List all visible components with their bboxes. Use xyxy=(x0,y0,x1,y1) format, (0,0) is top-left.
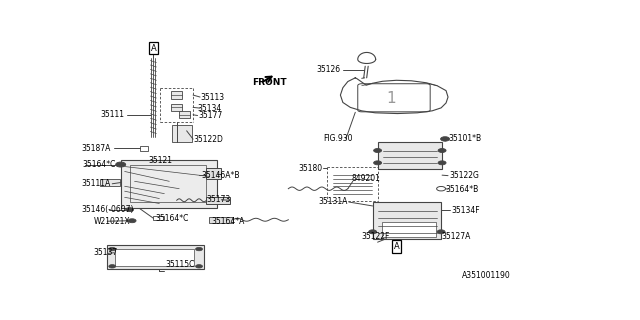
Text: 35101*B: 35101*B xyxy=(448,134,481,143)
Circle shape xyxy=(128,219,136,223)
Text: 1: 1 xyxy=(387,91,396,106)
Text: 849201: 849201 xyxy=(351,174,380,183)
Text: 35122G: 35122G xyxy=(449,171,479,180)
Circle shape xyxy=(374,161,381,165)
Text: 35177: 35177 xyxy=(198,111,222,120)
Text: 35131A: 35131A xyxy=(319,197,348,206)
Bar xyxy=(378,142,442,169)
Circle shape xyxy=(196,247,202,251)
Circle shape xyxy=(369,230,376,234)
Circle shape xyxy=(438,148,446,153)
Circle shape xyxy=(374,148,381,153)
Bar xyxy=(154,216,164,220)
Text: 35126: 35126 xyxy=(317,65,341,75)
Bar xyxy=(129,165,207,202)
Bar xyxy=(140,146,148,150)
Bar xyxy=(172,104,182,111)
Circle shape xyxy=(438,161,446,165)
Text: 35115C: 35115C xyxy=(165,260,195,269)
Text: 35164*B: 35164*B xyxy=(445,185,478,194)
Text: 35180: 35180 xyxy=(298,164,322,173)
Bar xyxy=(207,196,230,204)
Bar xyxy=(209,217,233,223)
Bar xyxy=(121,160,218,208)
Text: 35146(-0607): 35146(-0607) xyxy=(81,205,134,214)
Text: 35164*C: 35164*C xyxy=(83,160,116,169)
Bar xyxy=(207,169,221,179)
Text: 35113: 35113 xyxy=(200,92,225,101)
Bar xyxy=(372,202,441,239)
Circle shape xyxy=(440,137,449,141)
Bar xyxy=(100,179,120,186)
Bar xyxy=(108,245,204,269)
Circle shape xyxy=(109,247,116,251)
Bar xyxy=(381,222,436,237)
Text: 35137: 35137 xyxy=(94,248,118,257)
Text: 35111A: 35111A xyxy=(81,179,111,188)
Text: A351001190: A351001190 xyxy=(462,271,511,280)
Bar xyxy=(115,249,194,266)
Text: 35164*A: 35164*A xyxy=(211,217,245,226)
Bar xyxy=(172,124,191,142)
Text: 35187A: 35187A xyxy=(81,144,111,153)
Text: A: A xyxy=(394,242,399,251)
Circle shape xyxy=(196,265,202,268)
FancyBboxPatch shape xyxy=(358,84,430,112)
Text: A: A xyxy=(150,44,156,53)
Text: 35134: 35134 xyxy=(198,104,222,113)
Text: 35111: 35111 xyxy=(100,110,125,119)
Circle shape xyxy=(125,208,134,212)
Circle shape xyxy=(109,265,116,268)
Bar xyxy=(172,92,182,99)
Text: 35173: 35173 xyxy=(207,195,231,204)
Text: FRONT: FRONT xyxy=(253,78,287,87)
Text: 35164*C: 35164*C xyxy=(156,213,189,222)
Text: 35122F: 35122F xyxy=(362,231,390,241)
Bar xyxy=(179,111,189,118)
Text: FIG.930: FIG.930 xyxy=(323,134,353,143)
Text: 35122D: 35122D xyxy=(193,135,223,144)
Text: 35146A*B: 35146A*B xyxy=(202,171,240,180)
Text: 35127A: 35127A xyxy=(441,231,470,241)
Text: W21021X: W21021X xyxy=(94,217,131,226)
Circle shape xyxy=(116,162,125,167)
Circle shape xyxy=(437,230,445,234)
Text: 35121: 35121 xyxy=(148,156,172,165)
Text: 35134F: 35134F xyxy=(451,206,479,215)
